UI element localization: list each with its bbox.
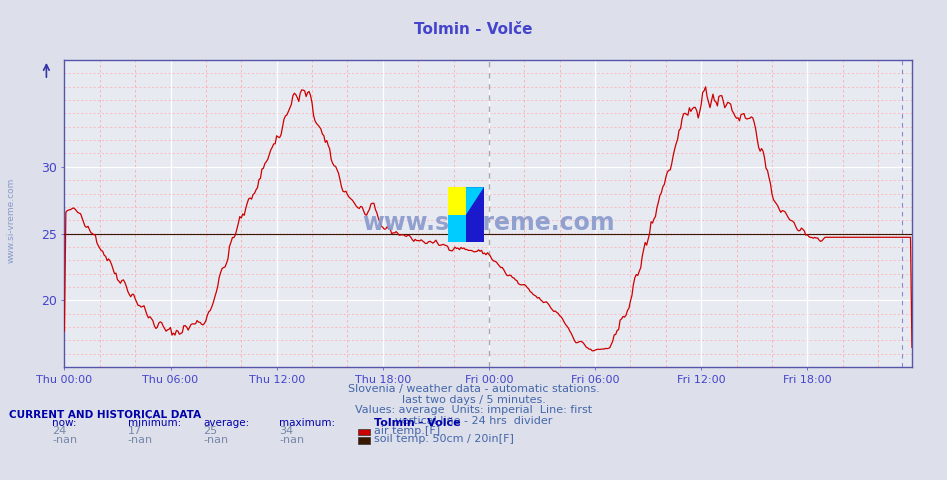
Text: Tolmin - Volče: Tolmin - Volče bbox=[374, 418, 460, 428]
Bar bbox=[448, 187, 466, 215]
Text: Slovenia / weather data - automatic stations.: Slovenia / weather data - automatic stat… bbox=[348, 384, 599, 394]
Polygon shape bbox=[466, 187, 484, 242]
Text: Tolmin - Volče: Tolmin - Volče bbox=[414, 22, 533, 36]
Text: Values: average  Units: imperial  Line: first: Values: average Units: imperial Line: fi… bbox=[355, 405, 592, 415]
Text: -nan: -nan bbox=[52, 434, 78, 444]
Polygon shape bbox=[466, 187, 484, 215]
Text: www.si-vreme.com: www.si-vreme.com bbox=[362, 211, 615, 235]
Text: -nan: -nan bbox=[204, 434, 229, 444]
Text: air temp.[F]: air temp.[F] bbox=[374, 426, 440, 436]
Text: 17: 17 bbox=[128, 426, 142, 436]
Text: average:: average: bbox=[204, 418, 250, 428]
Text: 25: 25 bbox=[204, 426, 218, 436]
Text: -nan: -nan bbox=[279, 434, 305, 444]
Text: last two days / 5 minutes.: last two days / 5 minutes. bbox=[402, 395, 545, 405]
Text: minimum:: minimum: bbox=[128, 418, 181, 428]
Text: soil temp. 50cm / 20in[F]: soil temp. 50cm / 20in[F] bbox=[374, 434, 514, 444]
Text: CURRENT AND HISTORICAL DATA: CURRENT AND HISTORICAL DATA bbox=[9, 409, 202, 420]
Text: vertical line - 24 hrs  divider: vertical line - 24 hrs divider bbox=[395, 416, 552, 426]
Text: www.si-vreme.com: www.si-vreme.com bbox=[7, 178, 16, 264]
Bar bbox=[448, 215, 466, 242]
Text: now:: now: bbox=[52, 418, 77, 428]
Text: maximum:: maximum: bbox=[279, 418, 335, 428]
Text: -nan: -nan bbox=[128, 434, 153, 444]
Text: 34: 34 bbox=[279, 426, 294, 436]
Text: 24: 24 bbox=[52, 426, 66, 436]
